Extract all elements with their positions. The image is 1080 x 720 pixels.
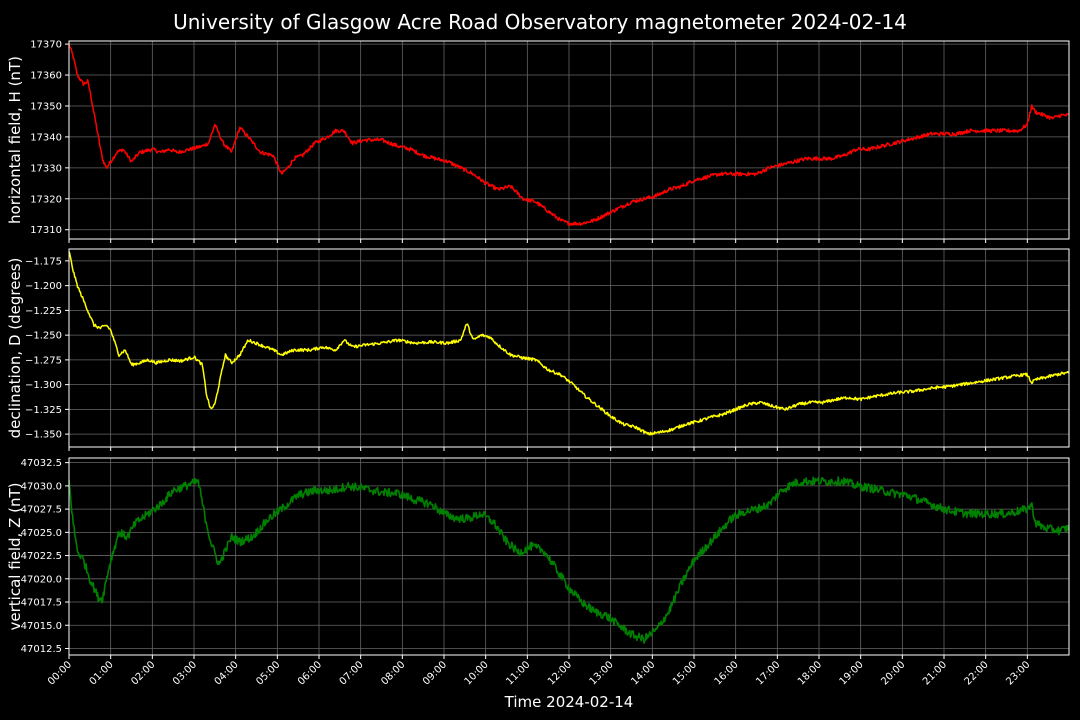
y-tick-label: 17310 bbox=[30, 225, 62, 236]
y-tick-label: 17340 bbox=[30, 132, 62, 143]
y-tick-label: −1.275 bbox=[25, 355, 62, 366]
y-tick-label: 17350 bbox=[30, 101, 62, 112]
y-tick-label: 47032.5 bbox=[21, 458, 62, 469]
y-tick-label: −1.225 bbox=[25, 306, 62, 317]
y-tick-label: 47027.5 bbox=[21, 505, 62, 516]
y-tick-label: −1.325 bbox=[25, 405, 62, 416]
y-tick-label: 47025.0 bbox=[21, 528, 62, 539]
series-line-1 bbox=[68, 43, 1070, 227]
panel-frame bbox=[68, 248, 1070, 448]
y-tick-label: 17330 bbox=[30, 163, 62, 174]
chart-title: University of Glasgow Acre Road Observat… bbox=[173, 10, 907, 34]
series-line-3 bbox=[68, 476, 1070, 644]
panel-3: 47012.5 47015.0 47017.5 47020.0 47022.5 47025… bbox=[6, 457, 1070, 659]
y-tick-label: 47012.5 bbox=[21, 644, 62, 655]
y-tick-label: 47015.0 bbox=[21, 621, 62, 632]
y-tick-label: 47020.0 bbox=[21, 574, 62, 585]
y-tick-label: 47030.0 bbox=[21, 481, 62, 492]
x-axis-label: Time 2024-02-14 bbox=[504, 693, 634, 711]
y-tick-label: −1.300 bbox=[25, 380, 62, 391]
panel-1: 17310 17320 17330 17340 17350 17360 17370 horiz… bbox=[6, 40, 1070, 243]
panel-frame bbox=[68, 457, 1070, 656]
y-tick-label: 17360 bbox=[30, 71, 62, 82]
y-tick-label: −1.175 bbox=[25, 256, 62, 267]
y-tick-label: 17320 bbox=[30, 194, 62, 205]
y-tick-label: 47017.5 bbox=[21, 598, 62, 609]
y-axis-label: declination, D (degrees) bbox=[6, 258, 24, 439]
y-axis-label: horizontal field, H (nT) bbox=[6, 56, 24, 224]
panel-frame bbox=[68, 40, 1070, 240]
series-line-2 bbox=[68, 251, 1070, 436]
y-axis-label: vertical field, Z (nT) bbox=[6, 482, 24, 630]
panel-2: −1.350 −1.325 −1.300 −1.275 −1.250 −1.225 −1.2… bbox=[6, 248, 1070, 451]
y-tick-label: 17370 bbox=[30, 40, 62, 51]
y-tick-label: −1.250 bbox=[25, 331, 62, 342]
y-tick-label: −1.200 bbox=[25, 281, 62, 292]
y-tick-label: −1.350 bbox=[25, 430, 62, 441]
y-tick-label: 47022.5 bbox=[21, 551, 62, 562]
